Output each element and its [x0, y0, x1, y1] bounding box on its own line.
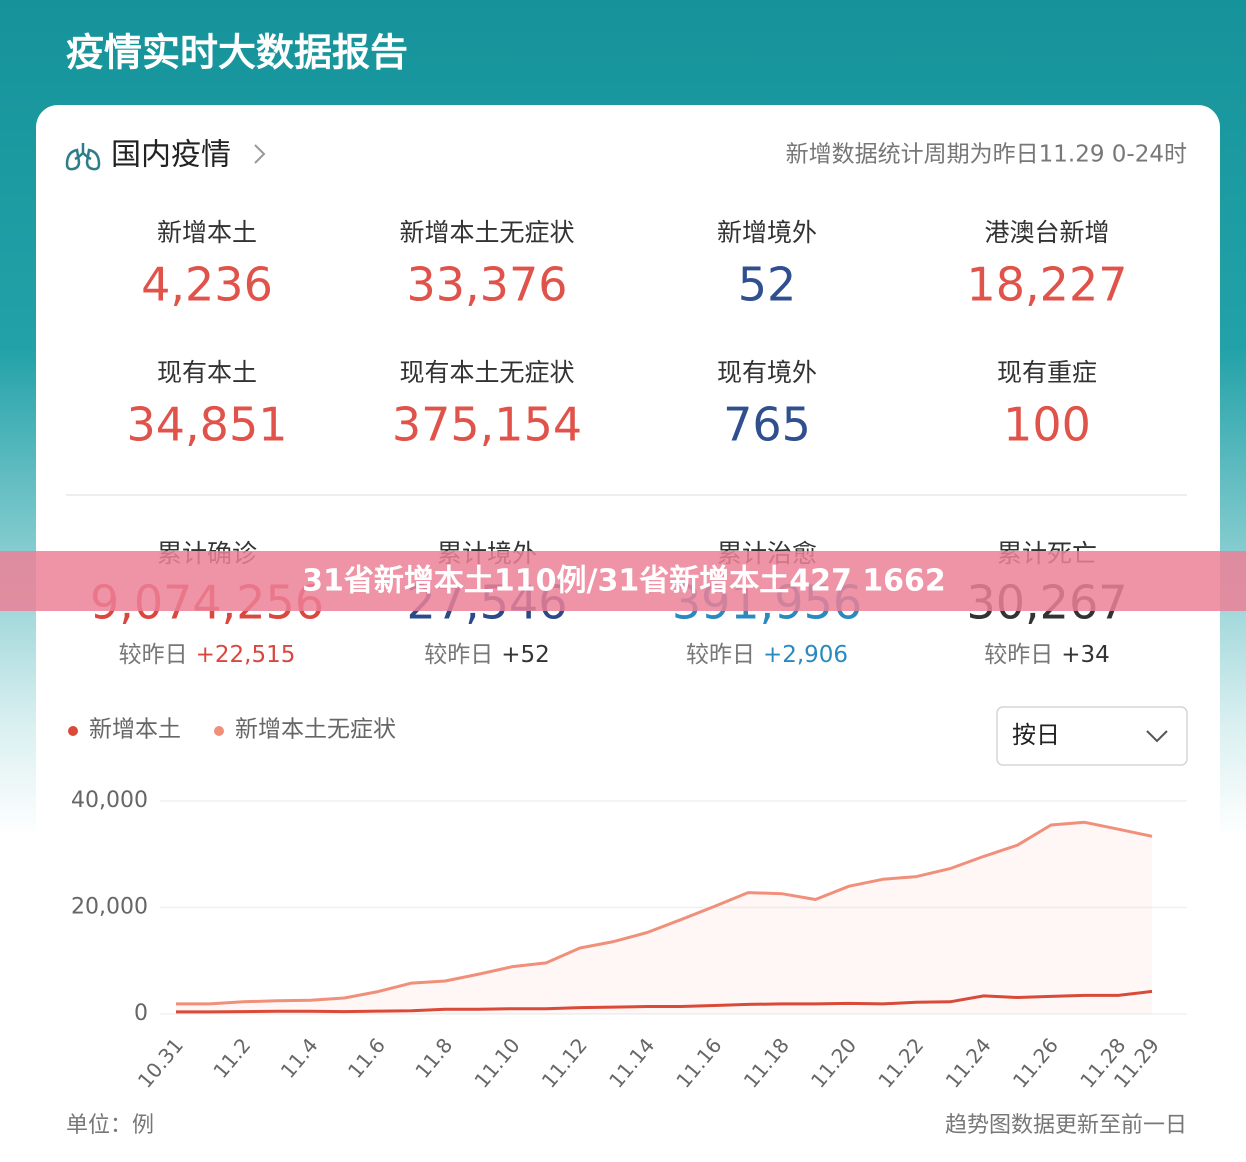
- banner-text: 31省新增本土110例/31省新增本土427 1662: [302, 564, 946, 599]
- stat-value: 100: [1003, 398, 1091, 452]
- stat-value: 4,236: [141, 258, 273, 312]
- stat-value: 765: [723, 398, 811, 452]
- legend-label: 新增本土无症状: [235, 717, 396, 743]
- y-tick-label: 40,000: [71, 788, 148, 813]
- stat-value: 33,376: [407, 258, 568, 312]
- change-value: +22,515: [196, 642, 296, 668]
- update-note: 趋势图数据更新至前一日: [945, 1113, 1187, 1138]
- change-label: 较昨日: [686, 642, 755, 668]
- stat-label: 新增境外: [717, 218, 817, 247]
- page-title: 疫情实时大数据报告: [66, 31, 408, 75]
- card: [36, 105, 1220, 1162]
- change-value: +52: [501, 642, 550, 668]
- stat-value: 18,227: [967, 258, 1128, 312]
- legend-dot: [68, 726, 78, 736]
- select-arrow[interactable]: [1146, 730, 1168, 743]
- unit-note: 单位：例: [66, 1113, 154, 1138]
- stat-label: 现有本土无症状: [399, 358, 574, 387]
- change-label: 较昨日: [424, 642, 493, 668]
- stat-label: 现有重症: [997, 358, 1097, 387]
- change-label: 较昨日: [119, 642, 188, 668]
- change-label: 较昨日: [984, 642, 1053, 668]
- chevron-right[interactable]: [254, 144, 266, 164]
- stat-label: 港澳台新增: [984, 218, 1109, 247]
- period-note: 新增数据统计周期为昨日11.29 0-24时: [786, 142, 1187, 168]
- y-tick-label: 20,000: [71, 895, 148, 920]
- y-tick-label: 0: [134, 1001, 148, 1026]
- period-select-label[interactable]: 按日: [1012, 721, 1060, 749]
- stat-label: 新增本土无症状: [399, 218, 574, 247]
- stat-label: 新增本土: [157, 218, 257, 247]
- stat-value: 34,851: [127, 398, 288, 452]
- stat-label: 现有本土: [157, 358, 257, 387]
- total-change: 较昨日 +34: [984, 642, 1110, 668]
- period-select[interactable]: [996, 706, 1188, 766]
- lung-icon: [65, 143, 101, 171]
- card-title[interactable]: 国内疫情: [111, 138, 231, 173]
- total-change: 较昨日 +52: [424, 642, 550, 668]
- change-value: +2,906: [763, 642, 848, 668]
- legend-label: 新增本土: [89, 717, 181, 743]
- total-change: 较昨日 +22,515: [119, 642, 296, 668]
- stat-label: 现有境外: [717, 358, 817, 387]
- series-line: [176, 820, 1153, 1006]
- change-value: +34: [1061, 642, 1110, 668]
- stat-value: 375,154: [392, 398, 582, 452]
- banner: [0, 551, 1246, 611]
- series-line: [176, 989, 1153, 1014]
- total-change: 较昨日 +2,906: [686, 642, 848, 668]
- series-area: [176, 822, 1152, 1014]
- legend-dot: [214, 726, 224, 736]
- stat-value: 52: [738, 258, 797, 312]
